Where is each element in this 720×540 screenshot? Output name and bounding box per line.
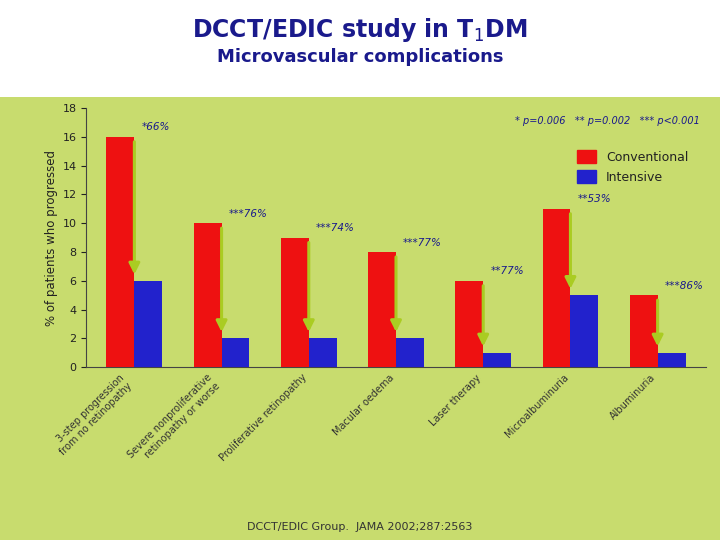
Text: ***76%: ***76% [228, 209, 267, 219]
Bar [222, 339, 250, 367]
Y-axis label: % of patients who progressed: % of patients who progressed [45, 150, 58, 326]
Bar [135, 281, 162, 367]
Text: ***77%: ***77% [403, 238, 442, 248]
Text: **53%: **53% [577, 194, 611, 205]
Text: Macular oedema: Macular oedema [331, 373, 396, 437]
Bar [542, 209, 570, 367]
Bar [281, 238, 309, 367]
Text: Albuminuria: Albuminuria [608, 373, 657, 422]
Text: ***74%: ***74% [316, 223, 355, 233]
Text: Severe nonproliferative
retinopathy or worse: Severe nonproliferative retinopathy or w… [125, 373, 222, 469]
Text: 3-step progression
from no retinopathy: 3-step progression from no retinopathy [50, 373, 135, 457]
Bar [194, 223, 222, 367]
Legend: Conventional, Intensive: Conventional, Intensive [572, 145, 693, 189]
Text: Microvascular complications: Microvascular complications [217, 48, 503, 66]
Bar [657, 353, 685, 367]
Bar [630, 295, 657, 367]
Bar [483, 353, 511, 367]
Text: * p=0.006   ** p=0.002   *** p<0.001: * p=0.006 ** p=0.002 *** p<0.001 [515, 116, 699, 126]
Text: DCCT/EDIC Group.  JAMA 2002;287:2563: DCCT/EDIC Group. JAMA 2002;287:2563 [247, 522, 473, 532]
Text: Laser therapy: Laser therapy [428, 373, 483, 428]
Text: *66%: *66% [141, 123, 170, 132]
Bar [309, 339, 337, 367]
Text: DCCT/EDIC study in T$_1$DM: DCCT/EDIC study in T$_1$DM [192, 16, 528, 44]
Bar [570, 295, 598, 367]
Bar [368, 252, 396, 367]
Bar [455, 281, 483, 367]
Bar [396, 339, 424, 367]
Text: Proliferative retinopathy: Proliferative retinopathy [218, 373, 309, 463]
Text: Microalbuminuria: Microalbuminuria [503, 373, 570, 440]
Bar [107, 137, 135, 367]
Text: **77%: **77% [490, 266, 524, 276]
Text: ***86%: ***86% [665, 281, 703, 291]
